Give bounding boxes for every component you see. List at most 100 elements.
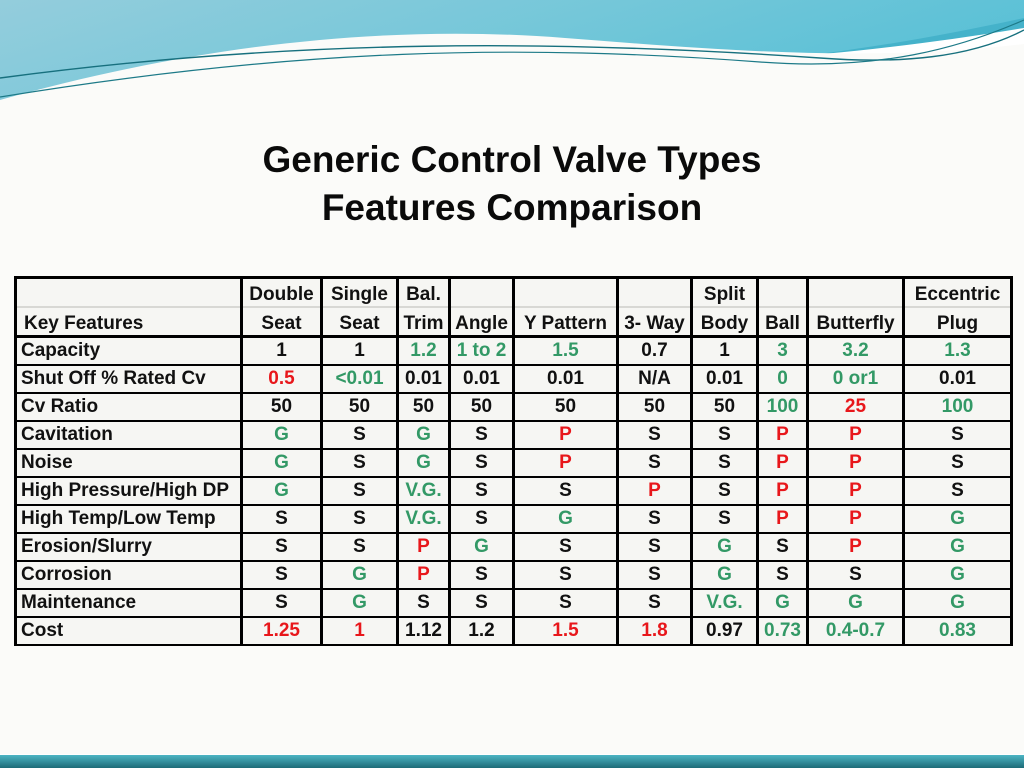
value-cell: 1: [320, 616, 399, 646]
value-cell: S: [240, 560, 323, 590]
col-header: Seat: [240, 306, 323, 338]
table-corner-empty: [14, 276, 243, 308]
value-cell: P: [756, 476, 809, 506]
value-cell: S: [512, 476, 619, 506]
value-cell: V.G.: [396, 504, 451, 534]
value-cell: P: [806, 504, 905, 534]
value-cell: S: [320, 476, 399, 506]
value-cell: S: [616, 504, 693, 534]
value-cell: G: [512, 504, 619, 534]
value-cell: 0.97: [690, 616, 759, 646]
value-cell: S: [616, 588, 693, 618]
col-header-top: Double: [240, 276, 323, 308]
table-row: Erosion/Slurry S S P G S S G S P G: [14, 532, 1013, 562]
value-cell: S: [240, 588, 323, 618]
title-line-2: Features Comparison: [321, 187, 703, 229]
value-cell: P: [756, 448, 809, 478]
col-header: Body: [690, 306, 759, 338]
value-cell: 0: [756, 364, 809, 394]
value-cell: G: [806, 588, 905, 618]
row-label: Capacity: [14, 335, 243, 366]
value-cell: P: [806, 476, 905, 506]
value-cell: S: [902, 448, 1013, 478]
value-cell: 100: [756, 392, 809, 422]
value-cell: 0.5: [240, 364, 323, 394]
footer-bar-decoration: [0, 754, 1024, 768]
value-cell: S: [616, 532, 693, 562]
value-cell: 0.7: [616, 335, 693, 366]
table-row: High Pressure/High DP G S V.G. S S P S P P S: [14, 476, 1013, 506]
header-row-bottom: Key Features Seat Seat Trim Angle Y Pattern 3…: [14, 306, 1013, 338]
value-cell: P: [806, 532, 905, 562]
col-header-top: [756, 276, 809, 308]
value-cell: G: [240, 448, 323, 478]
value-cell: 1.3: [902, 335, 1013, 366]
row-label: Cost: [14, 616, 243, 646]
value-cell: S: [512, 588, 619, 618]
page-title: Generic Control Valve Types Features Com…: [0, 136, 1024, 232]
value-cell: 1.8: [616, 616, 693, 646]
row-label: Cv Ratio: [14, 392, 243, 422]
col-header-top: [616, 276, 693, 308]
col-header-top: [512, 276, 619, 308]
value-cell: S: [396, 588, 451, 618]
table-row: Cost 1.25 1 1.12 1.2 1.5 1.8 0.97 0.73 0.4-0.7 0.8…: [14, 616, 1013, 646]
value-cell: G: [396, 448, 451, 478]
row-label: Shut Off % Rated Cv: [14, 364, 243, 394]
value-cell: S: [616, 420, 693, 450]
value-cell: 50: [396, 392, 451, 422]
col-header-top: [806, 276, 905, 308]
value-cell: S: [448, 504, 515, 534]
title-line-1: Generic Control Valve Types: [262, 139, 762, 180]
value-cell: P: [512, 420, 619, 450]
value-cell: S: [448, 560, 515, 590]
table-row: Cv Ratio 50 50 50 50 50 50 50 100 25 100: [14, 392, 1013, 422]
value-cell: 0.01: [690, 364, 759, 394]
table-body: Capacity 1 1 1.2 1 to 2 1.5 0.7 1 3 3.2 1.3 Shut Of…: [14, 335, 1013, 646]
value-cell: P: [616, 476, 693, 506]
value-cell: S: [448, 420, 515, 450]
value-cell: P: [806, 448, 905, 478]
row-label: High Temp/Low Temp: [14, 504, 243, 534]
col-header: Trim: [396, 306, 451, 338]
row-label: High Pressure/High DP: [14, 476, 243, 506]
value-cell: S: [902, 420, 1013, 450]
value-cell: 0.01: [512, 364, 619, 394]
value-cell: 50: [320, 392, 399, 422]
value-cell: G: [902, 560, 1013, 590]
value-cell: 1.5: [512, 616, 619, 646]
col-header: Butterfly: [806, 306, 905, 338]
value-cell: 3: [756, 335, 809, 366]
value-cell: S: [448, 448, 515, 478]
value-cell: 1: [240, 335, 323, 366]
key-features-header: Key Features: [14, 306, 243, 338]
value-cell: 1.2: [396, 335, 451, 366]
value-cell: 0.73: [756, 616, 809, 646]
table-row: Cavitation G S G S P S S P P S: [14, 420, 1013, 450]
col-header: 3- Way: [616, 306, 693, 338]
col-header: Angle: [448, 306, 515, 338]
value-cell: 0 or1: [806, 364, 905, 394]
table-row: Maintenance S G S S S S V.G. G G G: [14, 588, 1013, 618]
value-cell: 25: [806, 392, 905, 422]
table-row: Capacity 1 1 1.2 1 to 2 1.5 0.7 1 3 3.2 1.3: [14, 335, 1013, 366]
table-row: Shut Off % Rated Cv 0.5 <0.01 0.01 0.01 0.01 N…: [14, 364, 1013, 394]
value-cell: G: [320, 560, 399, 590]
value-cell: 0.01: [902, 364, 1013, 394]
value-cell: 100: [902, 392, 1013, 422]
value-cell: <0.01: [320, 364, 399, 394]
value-cell: S: [616, 448, 693, 478]
value-cell: S: [756, 560, 809, 590]
value-cell: G: [320, 588, 399, 618]
value-cell: P: [806, 420, 905, 450]
value-cell: P: [756, 504, 809, 534]
value-cell: S: [690, 448, 759, 478]
comparison-table: Double Single Bal. Split Eccentric Key Featu…: [14, 276, 1013, 646]
table-row: High Temp/Low Temp S S V.G. S G S S P P G: [14, 504, 1013, 534]
row-label: Maintenance: [14, 588, 243, 618]
value-cell: S: [690, 420, 759, 450]
value-cell: 1.2: [448, 616, 515, 646]
value-cell: S: [240, 504, 323, 534]
value-cell: 50: [512, 392, 619, 422]
